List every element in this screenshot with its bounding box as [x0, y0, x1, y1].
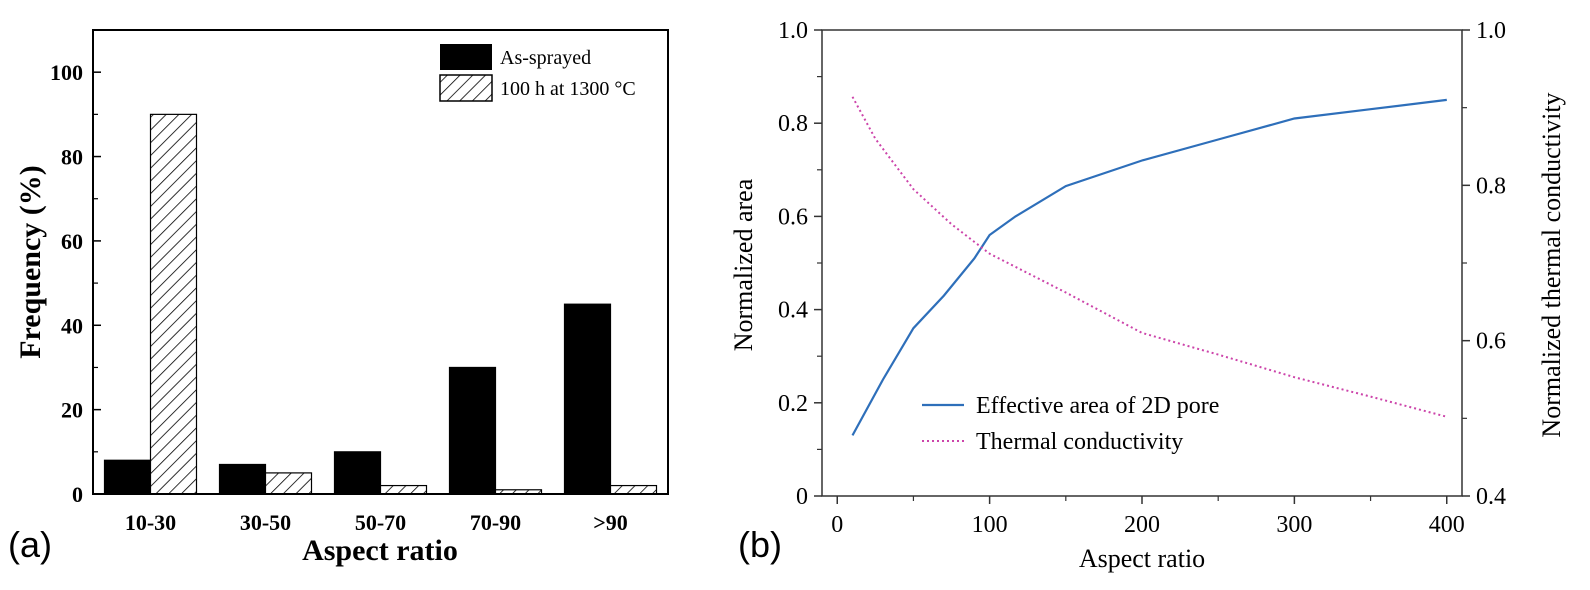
panel-a-x-axis-label: Aspect ratio [302, 534, 458, 567]
x-tick-label: 200 [1124, 512, 1160, 538]
bar-as-sprayed-1 [103, 459, 152, 495]
panel-a-bars [103, 113, 658, 495]
panel-a-legend: As-sprayed 100 h at 1300 °C [439, 44, 636, 102]
y-tick-label: 60 [61, 229, 83, 254]
y-tick-label: 40 [61, 313, 83, 338]
bar-annealed-2 [264, 472, 313, 495]
x-tick-label: 30-50 [240, 510, 291, 535]
bar-annealed-1 [149, 113, 198, 495]
panel-a-label: (a) [8, 524, 52, 565]
panel-a-x-ticks: 10-30 30-50 50-70 70-90 >90 [125, 510, 628, 535]
thermal-conductivity-line [851, 96, 1448, 418]
bar-as-sprayed-4 [448, 366, 497, 495]
x-tick-label: >90 [593, 510, 628, 535]
y-tick-label: 20 [61, 398, 83, 423]
panel-b-line-chart: 0 0.2 0.4 0.6 0.8 1.0 0.4 0.6 0.8 1.0 0 100 200 300… [729, 18, 1566, 573]
x-tick-label: 0 [831, 512, 843, 538]
legend-label-thermal-conductivity: Thermal conductivity [976, 429, 1183, 455]
panel-b-x-axis-label: Aspect ratio [1079, 544, 1205, 573]
x-tick-label: 70-90 [470, 510, 521, 535]
panel-b-left-y-ticks: 0 0.2 0.4 0.6 0.8 1.0 [778, 18, 822, 510]
panel-b-left-y-axis-label: Normalized area [729, 178, 758, 351]
legend-label-annealed: 100 h at 1300 °C [500, 78, 636, 100]
panel-a-y-axis-label: Frequency (%) [14, 165, 47, 359]
x-tick-label: 100 [972, 512, 1008, 538]
x-tick-label: 10-30 [125, 510, 176, 535]
panel-b-x-ticks: 0 100 200 300 400 [831, 496, 1465, 538]
y-tick-label: 80 [61, 145, 83, 170]
left-y-tick-label: 0.2 [778, 391, 808, 417]
panel-b-right-y-ticks: 0.4 0.6 0.8 1.0 [1462, 18, 1506, 510]
bar-annealed-5 [609, 484, 658, 495]
bar-as-sprayed-3 [333, 451, 382, 495]
panel-a-plot-frame [92, 29, 669, 495]
legend-swatch-annealed [439, 74, 493, 102]
x-tick-label: 400 [1429, 512, 1465, 538]
left-y-tick-label: 1.0 [778, 18, 808, 44]
right-y-tick-label: 0.8 [1476, 173, 1506, 199]
right-y-tick-label: 1.0 [1476, 18, 1506, 44]
left-y-tick-label: 0 [796, 484, 808, 510]
bar-as-sprayed-5 [563, 303, 612, 495]
panel-b-right-y-axis-label: Normalized thermal conductivity [1537, 92, 1566, 437]
right-y-tick-label: 0.6 [1476, 329, 1506, 355]
panel-a-y-ticks: 0 20 40 60 80 100 [50, 60, 101, 507]
left-y-tick-label: 0.8 [778, 111, 808, 137]
panel-b-label: (b) [738, 524, 782, 565]
panel-b-plot-frame [821, 29, 1463, 497]
x-tick-label: 300 [1276, 512, 1312, 538]
panel-a-bar-chart: 0 20 40 60 80 100 10-30 30-50 50-70 70-90 >90 Asp… [8, 29, 669, 567]
bar-as-sprayed-2 [218, 463, 267, 495]
x-tick-label: 50-70 [355, 510, 406, 535]
panel-b-legend: Effective area of 2D pore Thermal conduc… [922, 393, 1219, 455]
legend-label-effective-area: Effective area of 2D pore [976, 393, 1219, 419]
legend-label-as-sprayed: As-sprayed [500, 47, 591, 69]
right-y-tick-label: 0.4 [1476, 484, 1506, 510]
left-y-tick-label: 0.4 [778, 298, 808, 324]
y-tick-label: 0 [72, 482, 83, 507]
legend-swatch-as-sprayed [440, 44, 492, 70]
effective-area-line [851, 98, 1447, 436]
bar-annealed-3 [379, 484, 428, 495]
y-tick-label: 100 [50, 60, 83, 85]
left-y-tick-label: 0.6 [778, 204, 808, 230]
